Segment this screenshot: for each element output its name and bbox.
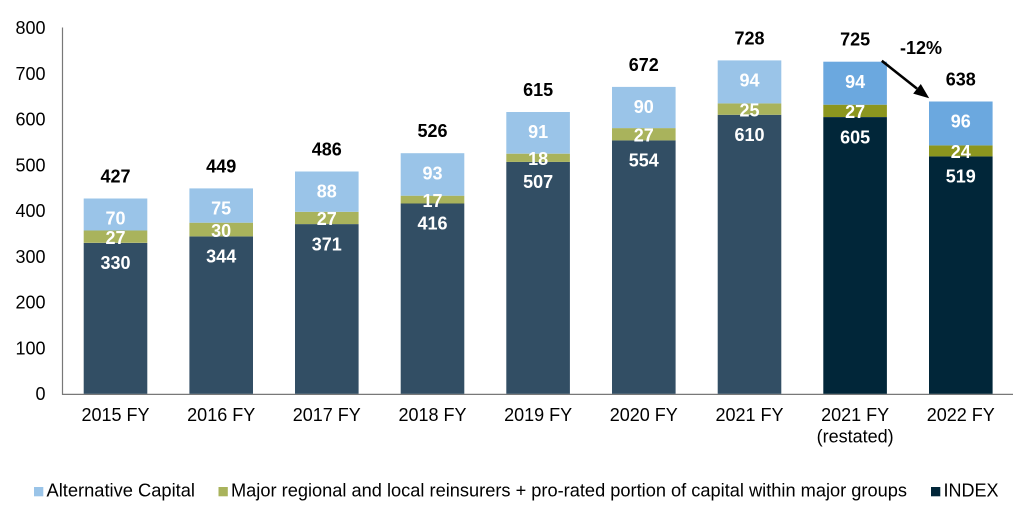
svg-text:Alternative Capital: Alternative Capital xyxy=(47,481,196,501)
svg-text:2017 FY: 2017 FY xyxy=(293,405,361,425)
svg-text:2020 FY: 2020 FY xyxy=(610,405,678,425)
svg-text:17: 17 xyxy=(422,191,442,211)
svg-text:449: 449 xyxy=(206,156,236,176)
svg-text:500: 500 xyxy=(15,155,45,175)
svg-text:600: 600 xyxy=(15,110,45,130)
svg-text:(restated): (restated) xyxy=(817,427,894,447)
svg-text:94: 94 xyxy=(739,71,759,91)
svg-text:2016 FY: 2016 FY xyxy=(187,405,255,425)
svg-text:800: 800 xyxy=(15,18,45,38)
svg-text:25: 25 xyxy=(739,100,759,120)
svg-text:90: 90 xyxy=(634,97,654,117)
svg-text:427: 427 xyxy=(100,166,130,186)
svg-text:0: 0 xyxy=(35,384,45,404)
svg-text:2021 FY: 2021 FY xyxy=(821,405,889,425)
svg-text:728: 728 xyxy=(734,28,764,48)
svg-text:30: 30 xyxy=(211,221,231,241)
svg-text:344: 344 xyxy=(206,247,236,267)
svg-text:Major regional and local reins: Major regional and local reinsurers + pr… xyxy=(231,481,907,501)
svg-text:18: 18 xyxy=(528,149,548,169)
svg-text:486: 486 xyxy=(312,139,342,159)
svg-text:507: 507 xyxy=(523,172,553,192)
svg-text:24: 24 xyxy=(951,142,971,162)
svg-text:400: 400 xyxy=(15,201,45,221)
svg-text:96: 96 xyxy=(951,112,971,132)
svg-text:725: 725 xyxy=(840,30,870,50)
svg-text:200: 200 xyxy=(15,293,45,313)
svg-text:-12%: -12% xyxy=(900,38,942,58)
svg-text:27: 27 xyxy=(634,125,654,145)
svg-text:2015 FY: 2015 FY xyxy=(81,405,149,425)
svg-text:700: 700 xyxy=(15,64,45,84)
svg-text:610: 610 xyxy=(734,125,764,145)
svg-text:330: 330 xyxy=(100,253,130,273)
svg-text:605: 605 xyxy=(840,127,870,147)
svg-text:2021 FY: 2021 FY xyxy=(715,405,783,425)
svg-text:91: 91 xyxy=(528,122,548,142)
svg-text:672: 672 xyxy=(629,55,659,75)
svg-text:27: 27 xyxy=(105,228,125,248)
svg-text:75: 75 xyxy=(211,199,231,219)
svg-text:371: 371 xyxy=(312,234,342,254)
svg-text:554: 554 xyxy=(629,151,659,171)
svg-text:615: 615 xyxy=(523,80,553,100)
svg-text:100: 100 xyxy=(15,338,45,358)
svg-text:416: 416 xyxy=(417,214,447,234)
svg-text:2018 FY: 2018 FY xyxy=(398,405,466,425)
svg-text:2022 FY: 2022 FY xyxy=(927,405,995,425)
svg-text:27: 27 xyxy=(317,209,337,229)
svg-text:70: 70 xyxy=(105,209,125,229)
svg-text:638: 638 xyxy=(946,69,976,89)
svg-text:INDEX: INDEX xyxy=(944,481,999,501)
svg-text:300: 300 xyxy=(15,247,45,267)
svg-text:2019 FY: 2019 FY xyxy=(504,405,572,425)
svg-text:526: 526 xyxy=(417,121,447,141)
svg-text:519: 519 xyxy=(946,167,976,187)
svg-text:88: 88 xyxy=(317,182,337,202)
svg-text:93: 93 xyxy=(422,163,442,183)
svg-text:27: 27 xyxy=(845,102,865,122)
svg-text:94: 94 xyxy=(845,72,865,92)
